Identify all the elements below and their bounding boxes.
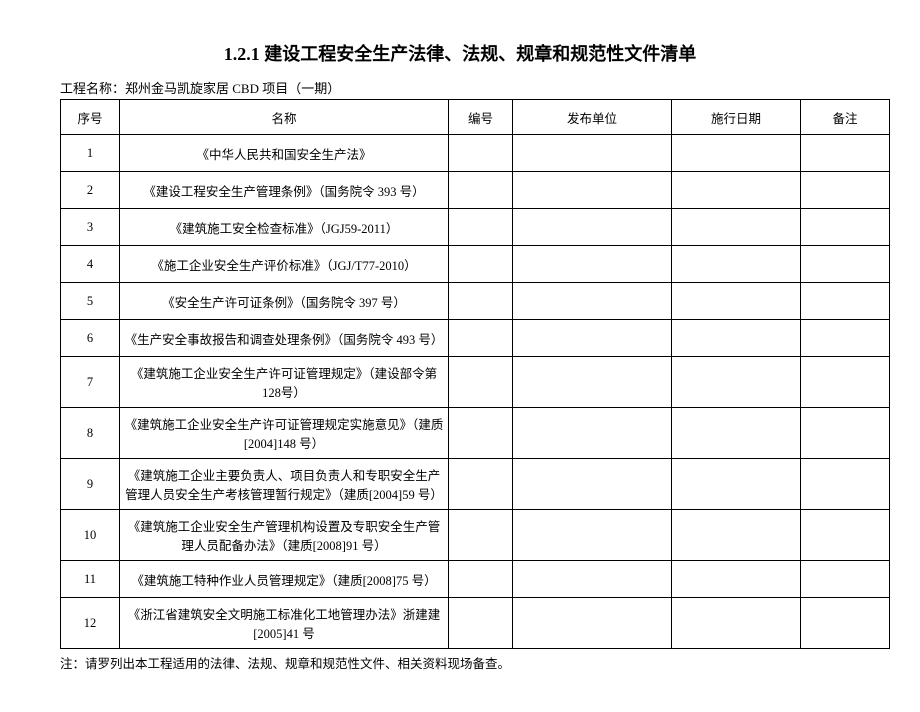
cell-num [449, 320, 513, 357]
cell-date [672, 459, 801, 510]
cell-date [672, 598, 801, 649]
document-title: 1.2.1 建设工程安全生产法律、法规、规章和规范性文件清单 [60, 40, 860, 66]
cell-seq: 12 [61, 598, 120, 649]
cell-name: 《建筑施工企业主要负责人、项目负责人和专职安全生产管理人员安全生产考核管理暂行规… [120, 459, 449, 510]
cell-name: 《中华人民共和国安全生产法》 [120, 135, 449, 172]
cell-seq: 6 [61, 320, 120, 357]
footnote: 注：请罗列出本工程适用的法律、法规、规章和规范性文件、相关资料现场备查。 [60, 653, 860, 672]
cell-name: 《生产安全事故报告和调查处理条例》（国务院令 493 号） [120, 320, 449, 357]
cell-num [449, 459, 513, 510]
cell-publisher [513, 459, 672, 510]
cell-date [672, 408, 801, 459]
cell-num [449, 283, 513, 320]
cell-remark [801, 408, 890, 459]
cell-publisher [513, 320, 672, 357]
cell-name: 《建筑施工企业安全生产许可证管理规定》（建设部令第 128号） [120, 357, 449, 408]
table-row: 9《建筑施工企业主要负责人、项目负责人和专职安全生产管理人员安全生产考核管理暂行… [61, 459, 890, 510]
cell-date [672, 246, 801, 283]
cell-name: 《建筑施工企业安全生产管理机构设置及专职安全生产管理人员配备办法》（建质[200… [120, 510, 449, 561]
cell-seq: 5 [61, 283, 120, 320]
cell-publisher [513, 246, 672, 283]
cell-num [449, 510, 513, 561]
header-num: 编号 [449, 100, 513, 135]
table-row: 11《建筑施工特种作业人员管理规定》（建质[2008]75 号） [61, 561, 890, 598]
cell-date [672, 209, 801, 246]
cell-name: 《安全生产许可证条例》（国务院令 397 号） [120, 283, 449, 320]
header-remark: 备注 [801, 100, 890, 135]
cell-date [672, 357, 801, 408]
cell-remark [801, 209, 890, 246]
cell-name: 《建筑施工企业安全生产许可证管理规定实施意见》（建质[2004]148 号） [120, 408, 449, 459]
cell-publisher [513, 561, 672, 598]
cell-num [449, 408, 513, 459]
cell-seq: 7 [61, 357, 120, 408]
table-row: 7《建筑施工企业安全生产许可证管理规定》（建设部令第 128号） [61, 357, 890, 408]
regulations-table: 序号 名称 编号 发布单位 施行日期 备注 1《中华人民共和国安全生产法》2《建… [60, 99, 890, 649]
project-name-label: 工程名称：郑州金马凯旋家居 CBD 项目（一期） [60, 78, 860, 97]
cell-remark [801, 598, 890, 649]
cell-seq: 10 [61, 510, 120, 561]
cell-publisher [513, 172, 672, 209]
cell-date [672, 510, 801, 561]
cell-date [672, 320, 801, 357]
header-date: 施行日期 [672, 100, 801, 135]
table-row: 4《施工企业安全生产评价标准》（JGJ/T77-2010） [61, 246, 890, 283]
cell-publisher [513, 283, 672, 320]
table-row: 2《建设工程安全生产管理条例》（国务院令 393 号） [61, 172, 890, 209]
header-seq: 序号 [61, 100, 120, 135]
cell-num [449, 209, 513, 246]
cell-name: 《建筑施工特种作业人员管理规定》（建质[2008]75 号） [120, 561, 449, 598]
cell-remark [801, 320, 890, 357]
cell-seq: 9 [61, 459, 120, 510]
cell-num [449, 561, 513, 598]
cell-remark [801, 459, 890, 510]
cell-seq: 8 [61, 408, 120, 459]
cell-date [672, 172, 801, 209]
table-row: 6《生产安全事故报告和调查处理条例》（国务院令 493 号） [61, 320, 890, 357]
cell-name: 《建筑施工安全检查标准》（JGJ59-2011） [120, 209, 449, 246]
cell-name: 《建设工程安全生产管理条例》（国务院令 393 号） [120, 172, 449, 209]
cell-publisher [513, 135, 672, 172]
cell-seq: 1 [61, 135, 120, 172]
cell-num [449, 246, 513, 283]
cell-remark [801, 135, 890, 172]
cell-seq: 3 [61, 209, 120, 246]
cell-num [449, 135, 513, 172]
cell-num [449, 357, 513, 408]
cell-name: 《施工企业安全生产评价标准》（JGJ/T77-2010） [120, 246, 449, 283]
cell-remark [801, 357, 890, 408]
header-publisher: 发布单位 [513, 100, 672, 135]
cell-publisher [513, 598, 672, 649]
table-row: 5《安全生产许可证条例》（国务院令 397 号） [61, 283, 890, 320]
cell-date [672, 135, 801, 172]
table-row: 1《中华人民共和国安全生产法》 [61, 135, 890, 172]
cell-seq: 2 [61, 172, 120, 209]
cell-remark [801, 283, 890, 320]
cell-num [449, 172, 513, 209]
cell-name: 《浙江省建筑安全文明施工标准化工地管理办法》浙建建[2005]41 号 [120, 598, 449, 649]
table-row: 3《建筑施工安全检查标准》（JGJ59-2011） [61, 209, 890, 246]
cell-remark [801, 172, 890, 209]
cell-publisher [513, 209, 672, 246]
header-name: 名称 [120, 100, 449, 135]
cell-publisher [513, 357, 672, 408]
cell-publisher [513, 408, 672, 459]
table-row: 12《浙江省建筑安全文明施工标准化工地管理办法》浙建建[2005]41 号 [61, 598, 890, 649]
table-row: 10《建筑施工企业安全生产管理机构设置及专职安全生产管理人员配备办法》（建质[2… [61, 510, 890, 561]
cell-date [672, 561, 801, 598]
cell-remark [801, 510, 890, 561]
cell-seq: 11 [61, 561, 120, 598]
cell-remark [801, 561, 890, 598]
cell-seq: 4 [61, 246, 120, 283]
table-header-row: 序号 名称 编号 发布单位 施行日期 备注 [61, 100, 890, 135]
cell-num [449, 598, 513, 649]
cell-date [672, 283, 801, 320]
cell-publisher [513, 510, 672, 561]
cell-remark [801, 246, 890, 283]
table-row: 8《建筑施工企业安全生产许可证管理规定实施意见》（建质[2004]148 号） [61, 408, 890, 459]
